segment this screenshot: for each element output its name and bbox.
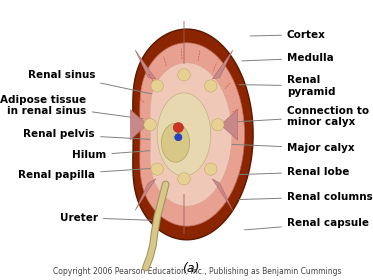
Circle shape (151, 163, 163, 175)
Circle shape (151, 80, 163, 92)
Circle shape (175, 134, 182, 141)
Text: (a): (a) (182, 262, 200, 276)
Polygon shape (130, 109, 147, 140)
Text: Renal capsule: Renal capsule (245, 218, 369, 230)
Text: Cortex: Cortex (250, 30, 326, 40)
Text: Renal pelvis: Renal pelvis (23, 129, 160, 140)
Circle shape (211, 119, 224, 131)
Text: Major calyx: Major calyx (231, 143, 355, 153)
Polygon shape (140, 43, 244, 226)
Circle shape (178, 173, 190, 185)
Text: Renal
pyramid: Renal pyramid (239, 75, 335, 97)
Polygon shape (135, 50, 156, 79)
Ellipse shape (157, 93, 211, 176)
Text: Connection to
minor calyx: Connection to minor calyx (236, 106, 369, 127)
Text: Copyright 2006 Pearson Education, Inc., Publishing as Benjamin Cummings: Copyright 2006 Pearson Education, Inc., … (53, 267, 341, 276)
Polygon shape (150, 63, 232, 206)
Circle shape (204, 80, 217, 92)
Text: Medulla: Medulla (242, 53, 334, 63)
Circle shape (173, 123, 184, 132)
Text: Renal sinus: Renal sinus (28, 70, 157, 95)
Polygon shape (135, 179, 156, 211)
Ellipse shape (162, 123, 189, 162)
Polygon shape (221, 109, 238, 140)
Polygon shape (133, 29, 253, 240)
Circle shape (204, 163, 217, 175)
Text: Hilum: Hilum (72, 150, 160, 160)
Text: Renal papilla: Renal papilla (18, 168, 160, 180)
Text: Ureter: Ureter (60, 213, 151, 223)
Circle shape (144, 119, 156, 131)
Text: Renal lobe: Renal lobe (239, 167, 350, 177)
Polygon shape (212, 50, 233, 79)
Polygon shape (212, 179, 233, 211)
Circle shape (178, 69, 190, 81)
Text: Adipose tissue
in renal sinus: Adipose tissue in renal sinus (0, 95, 143, 119)
Text: Renal columns: Renal columns (239, 192, 373, 202)
